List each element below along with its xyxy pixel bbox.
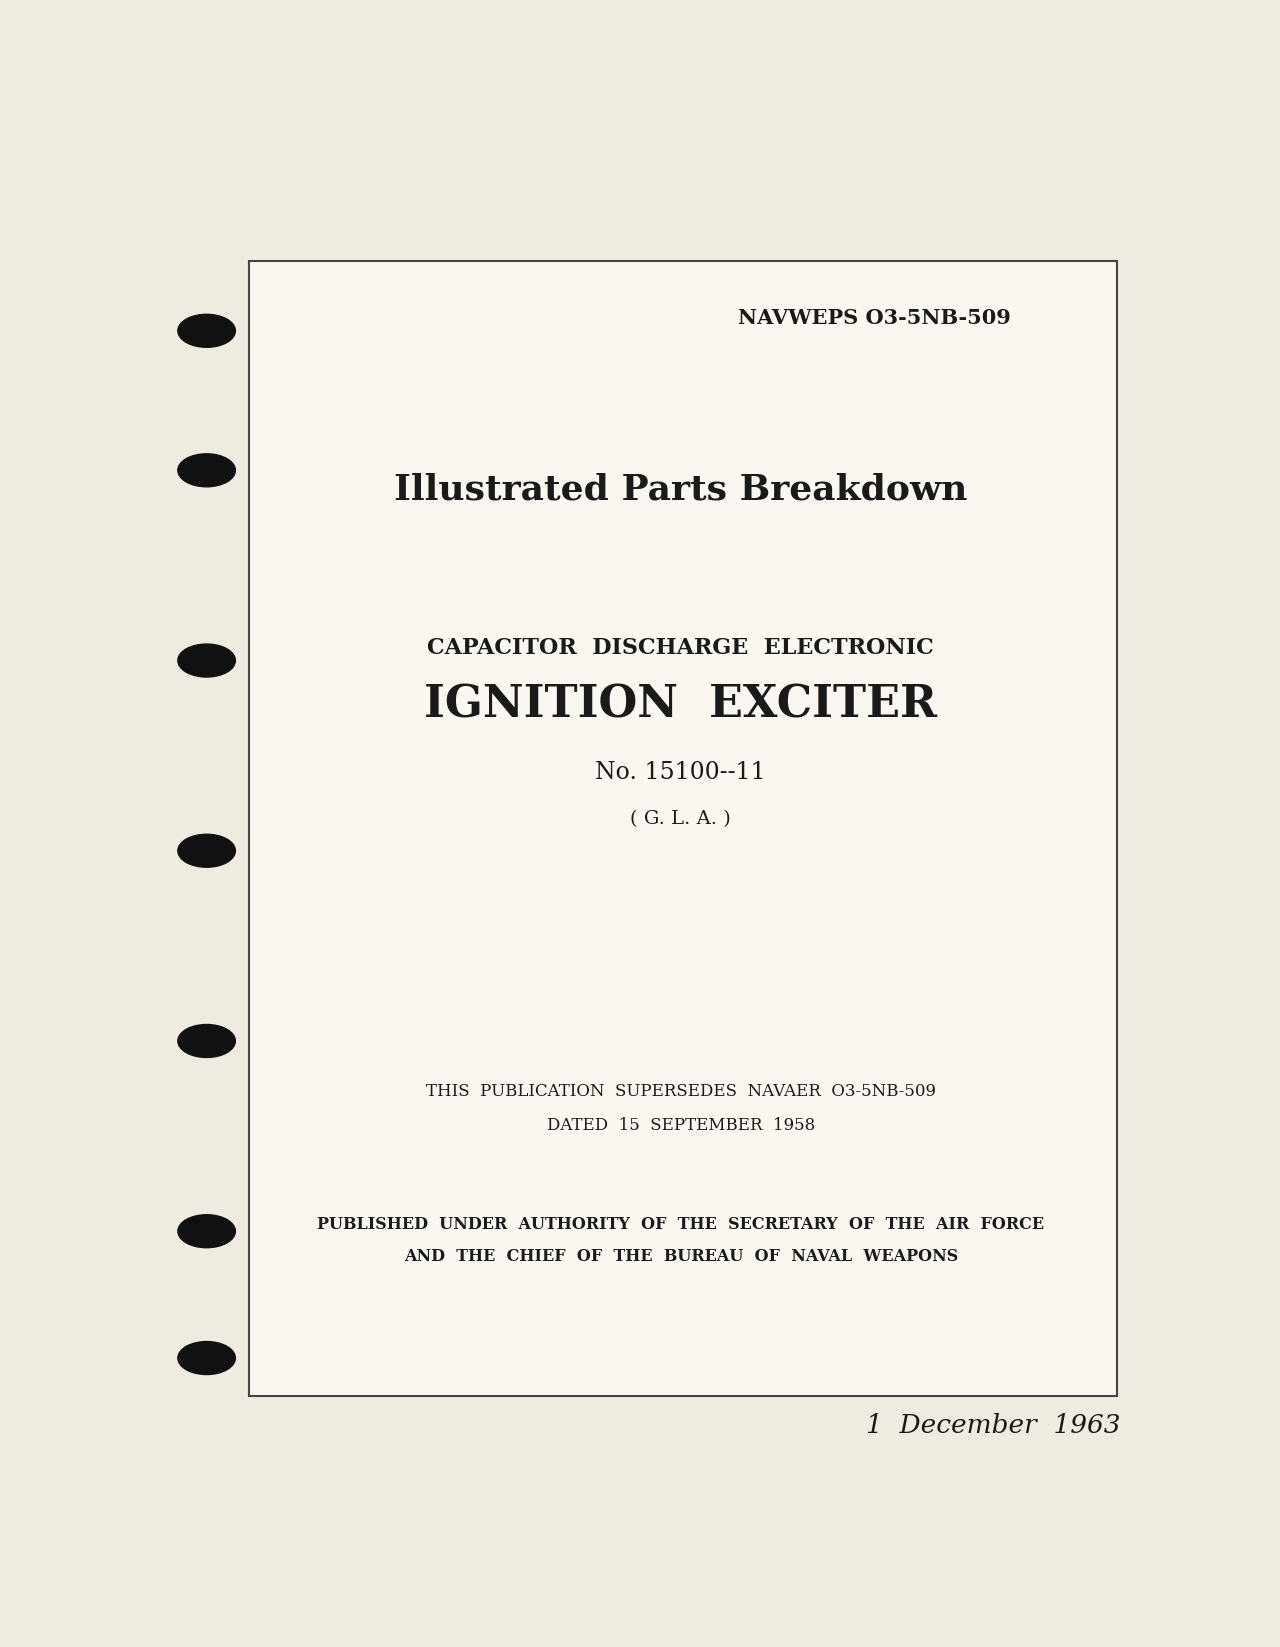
Text: 1  December  1963: 1 December 1963 [867, 1413, 1120, 1438]
Ellipse shape [178, 1342, 236, 1375]
Text: Illustrated Parts Breakdown: Illustrated Parts Breakdown [394, 473, 968, 506]
Ellipse shape [178, 455, 236, 488]
Text: THIS  PUBLICATION  SUPERSEDES  NAVAER  O3-5NB-509: THIS PUBLICATION SUPERSEDES NAVAER O3-5N… [426, 1084, 936, 1100]
Text: AND  THE  CHIEF  OF  THE  BUREAU  OF  NAVAL  WEAPONS: AND THE CHIEF OF THE BUREAU OF NAVAL WEA… [403, 1248, 957, 1265]
Text: ( G. L. A. ): ( G. L. A. ) [631, 810, 731, 828]
Text: NAVWEPS O3-5NB-509: NAVWEPS O3-5NB-509 [737, 308, 1011, 328]
Ellipse shape [178, 1024, 236, 1057]
Text: No. 15100--11: No. 15100--11 [595, 761, 767, 784]
Text: CAPACITOR  DISCHARGE  ELECTRONIC: CAPACITOR DISCHARGE ELECTRONIC [428, 637, 934, 659]
Ellipse shape [178, 1215, 236, 1248]
FancyBboxPatch shape [250, 260, 1117, 1397]
Ellipse shape [178, 644, 236, 677]
Text: DATED  15  SEPTEMBER  1958: DATED 15 SEPTEMBER 1958 [547, 1117, 815, 1135]
Text: IGNITION  EXCITER: IGNITION EXCITER [424, 684, 937, 726]
Ellipse shape [178, 835, 236, 868]
Text: PUBLISHED  UNDER  AUTHORITY  OF  THE  SECRETARY  OF  THE  AIR  FORCE: PUBLISHED UNDER AUTHORITY OF THE SECRETA… [317, 1217, 1044, 1234]
Ellipse shape [178, 315, 236, 348]
